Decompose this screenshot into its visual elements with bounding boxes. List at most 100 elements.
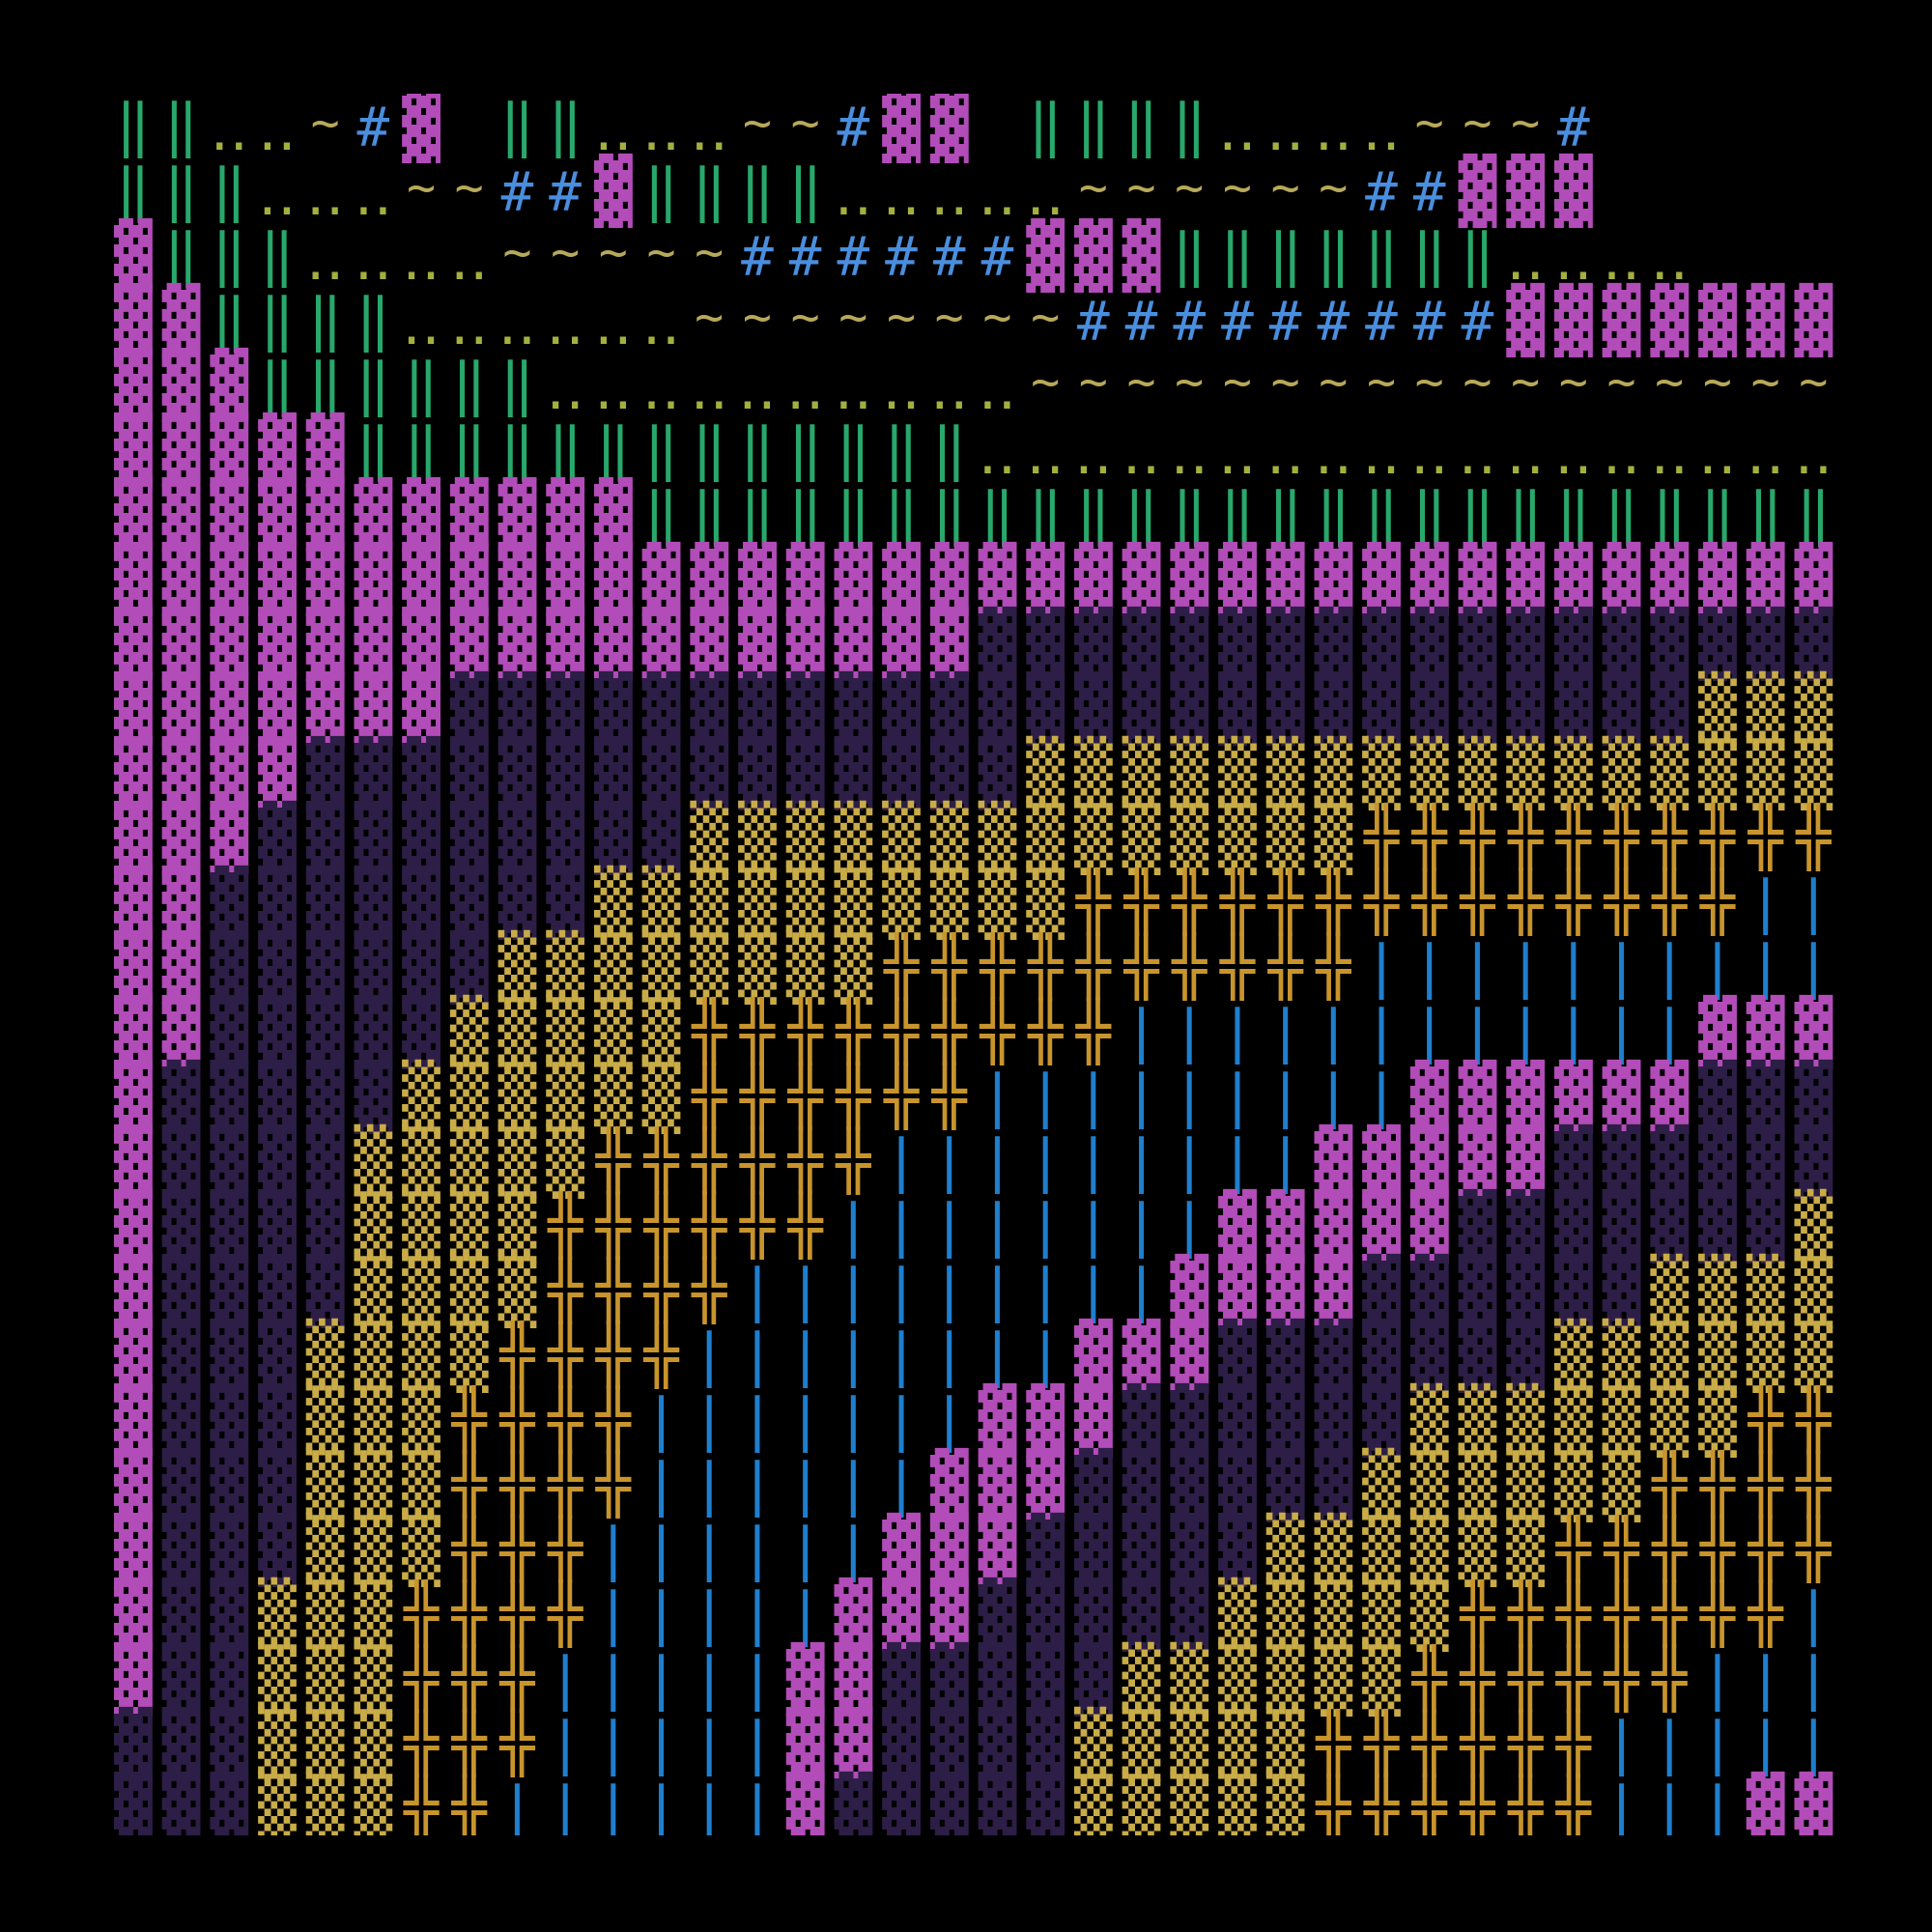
blue-bar-glyph: | (1267, 1127, 1303, 1195)
dark-indigo-shade-glyph: ▓ (978, 1772, 1017, 1835)
yellow-shade-glyph: ▒ (354, 1319, 393, 1393)
yellow-shade-glyph: ▒ (641, 866, 681, 940)
blue-bar-glyph: | (1028, 1127, 1064, 1195)
amber-cross-glyph: ╬ (1123, 933, 1159, 1001)
green-double-bar-glyph: ‖ (643, 480, 679, 548)
amber-cross-glyph: ╬ (1460, 1710, 1495, 1777)
yellow-shade-glyph: ▒ (882, 801, 921, 875)
magenta-block-glyph: ▓ (449, 607, 489, 681)
yellow-shade-glyph: ▒ (402, 1513, 440, 1587)
dark-indigo-shade-glyph: ▓ (1602, 607, 1641, 681)
blue-bar-glyph: | (739, 1321, 775, 1389)
olive-dots-glyph: ‥ (305, 226, 345, 294)
dark-indigo-shade-glyph: ▓ (834, 671, 873, 746)
glyph-row: ▓ ▓ ▓ ▒ ▒ ▒ ╬ ╬ ╬ | | | | | ▓ ▓ ▓ ▓ ▓ ▓ ▒ ▒ ▒ ▒ ▒ ╬ ╬ ╬ ╬ ╬ ╬ | | | | | (109, 1707, 1835, 1781)
dark-indigo-shade-glyph: ▓ (1170, 1577, 1209, 1652)
blue-hash-glyph: # (980, 226, 1014, 289)
dark-indigo-shade-glyph: ▓ (1553, 607, 1593, 681)
dark-indigo-shade-glyph: ▓ (1746, 1189, 1785, 1264)
magenta-block-glyph: ▓ (1314, 1124, 1353, 1199)
green-double-bar-glyph: ‖ (643, 415, 679, 483)
yellow-shade-glyph: ▒ (402, 1060, 440, 1134)
olive-dots-glyph: ‥ (1265, 97, 1305, 164)
olive-dots-glyph: ‥ (1409, 420, 1449, 488)
magenta-block-glyph: ▓ (1362, 1124, 1401, 1199)
dark-indigo-shade-glyph: ▓ (1265, 1383, 1305, 1458)
dark-indigo-shade-glyph: ▓ (258, 1319, 297, 1393)
magenta-block-glyph: ▓ (113, 1513, 153, 1587)
magenta-block-glyph: ▓ (449, 477, 489, 552)
magenta-block-glyph: ▓ (1458, 1124, 1497, 1199)
dark-indigo-shade-glyph: ▓ (1794, 1060, 1833, 1134)
yellow-shade-glyph: ▒ (1794, 736, 1833, 810)
dark-indigo-shade-glyph: ▓ (258, 1189, 297, 1264)
yellow-shade-glyph: ▒ (929, 866, 969, 940)
dark-indigo-shade-glyph: ▓ (210, 1319, 249, 1393)
tan-wave-glyph: ~ (1750, 354, 1780, 410)
olive-dots-glyph: ‥ (1314, 97, 1353, 164)
dark-indigo-shade-glyph: ▓ (210, 1383, 249, 1458)
magenta-block-glyph: ▓ (834, 1707, 873, 1781)
magenta-block-glyph: ▓ (738, 542, 777, 616)
amber-cross-glyph: ╬ (1747, 1451, 1783, 1519)
dark-indigo-shade-glyph: ▓ (929, 1642, 969, 1717)
olive-dots-glyph: ‥ (1506, 226, 1546, 294)
magenta-block-glyph: ▓ (929, 1577, 969, 1652)
blue-hash-glyph: # (741, 226, 774, 289)
blue-bar-glyph: | (692, 1775, 727, 1836)
glyph-row: ▓ ▓ ▓ ▓ ▓ ‖ ‖ ‖ ‖ ‖ ‖ ‖ ‖ ‖ ‖ ‖ ‖ ‖ ‥ ‥ ‥ ‥ ‥ ‥ ‥ ‥ ‥ ‥ ‥ ‥ ‥ ‥ ‥ ‥ ‥ ‥ (109, 415, 1835, 489)
green-double-bar-glyph: ‖ (355, 415, 391, 483)
amber-cross-glyph: ╬ (499, 1645, 535, 1713)
amber-cross-glyph: ╬ (1316, 933, 1351, 1001)
amber-cross-glyph: ╬ (739, 998, 775, 1065)
yellow-shade-glyph: ▒ (690, 930, 729, 1005)
tan-wave-glyph: ~ (790, 289, 820, 345)
dark-indigo-shade-glyph: ▓ (305, 866, 345, 940)
amber-cross-glyph: ╬ (595, 1451, 631, 1519)
magenta-block-glyph: ▓ (1314, 1254, 1353, 1328)
yellow-shade-glyph: ▒ (1746, 736, 1785, 810)
green-double-bar-glyph: ‖ (1460, 221, 1495, 289)
amber-cross-glyph: ╬ (1555, 868, 1591, 936)
dark-indigo-shade-glyph: ▓ (1073, 607, 1113, 681)
magenta-block-glyph: ▓ (1698, 542, 1737, 616)
dark-indigo-shade-glyph: ▓ (497, 866, 537, 940)
dark-indigo-shade-glyph: ▓ (258, 1124, 297, 1199)
olive-dots-glyph: ‥ (978, 355, 1017, 423)
amber-cross-glyph: ╬ (1508, 1580, 1544, 1648)
amber-cross-glyph: ╬ (643, 1192, 679, 1260)
magenta-block-glyph: ▓ (258, 607, 297, 681)
dark-indigo-shade-glyph: ▓ (210, 1577, 249, 1652)
magenta-block-glyph: ▓ (1073, 542, 1113, 616)
amber-cross-glyph: ╬ (1460, 1580, 1495, 1648)
blue-bar-glyph: | (1747, 1645, 1783, 1713)
magenta-block-glyph: ▓ (1650, 1060, 1690, 1134)
green-double-bar-glyph: ‖ (259, 351, 295, 418)
amber-cross-glyph: ╬ (787, 1127, 823, 1195)
olive-dots-glyph: ‥ (449, 291, 489, 358)
yellow-shade-glyph: ▒ (1698, 1383, 1737, 1458)
glyph-row: ▓ ▓ ▓ ▓ ▓ ▓ ▓ ▓ ▓ ▓ ▓ ‖ ‖ ‖ ‖ ‖ ‖ ‖ ‖ ‖ ‖ ‖ ‖ ‖ ‖ ‖ ‖ ‖ ‖ ‖ ‖ ‖ ‖ ‖ ‖ ‖ (109, 477, 1835, 552)
olive-dots-glyph: ‥ (1602, 420, 1641, 488)
amber-cross-glyph: ╬ (1555, 1710, 1591, 1777)
magenta-block-glyph: ▓ (785, 1707, 825, 1781)
amber-cross-glyph: ╬ (1699, 868, 1735, 936)
blue-bar-glyph: | (1123, 1063, 1159, 1130)
yellow-shade-glyph: ▒ (1122, 801, 1161, 875)
magenta-block-glyph: ▓ (497, 542, 537, 616)
green-double-bar-glyph: ‖ (499, 94, 535, 159)
magenta-block-glyph: ▓ (1409, 542, 1449, 616)
tan-wave-glyph: ~ (1270, 354, 1300, 410)
magenta-block-glyph: ▓ (1409, 1124, 1449, 1199)
yellow-shade-glyph: ▒ (1553, 736, 1593, 810)
magenta-block-glyph: ▓ (497, 607, 537, 681)
yellow-shade-glyph: ▒ (497, 1124, 537, 1199)
magenta-block-glyph: ▓ (113, 1189, 153, 1264)
tan-wave-glyph: ~ (1511, 95, 1541, 151)
magenta-block-glyph: ▓ (929, 542, 969, 616)
yellow-shade-glyph: ▒ (258, 1642, 297, 1717)
dark-indigo-shade-glyph: ▓ (1314, 1448, 1353, 1522)
dark-indigo-shade-glyph: ▓ (785, 736, 825, 810)
yellow-shade-glyph: ▒ (1409, 1448, 1449, 1522)
green-double-bar-glyph: ‖ (1028, 94, 1064, 159)
